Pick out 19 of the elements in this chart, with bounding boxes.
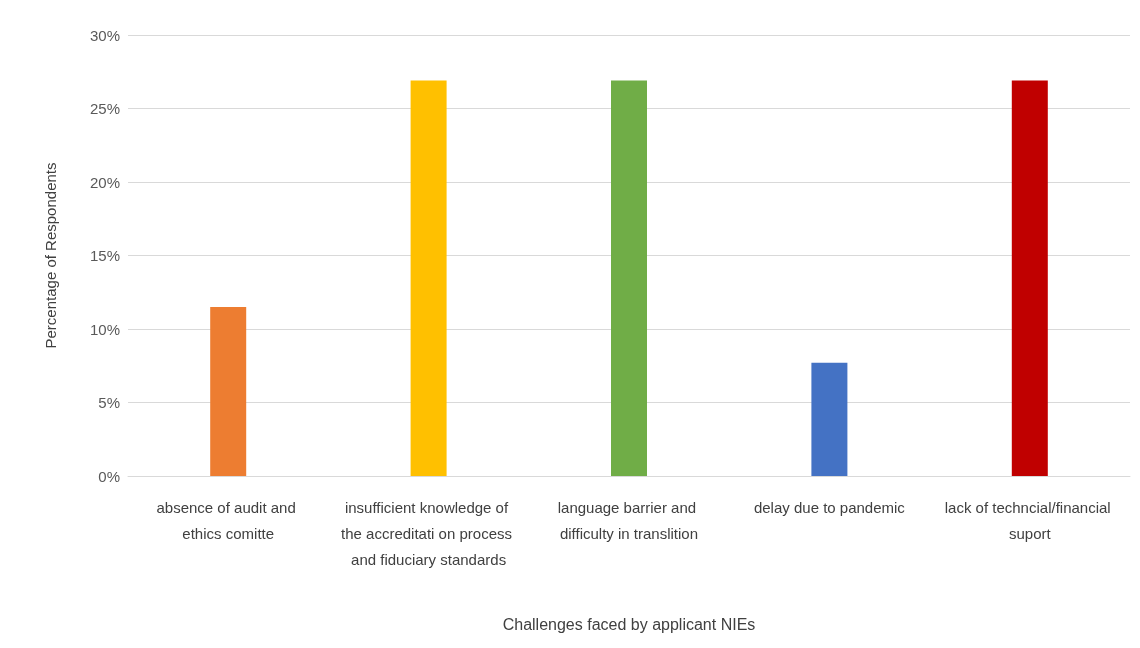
bar [1011,80,1048,476]
bar [410,80,447,476]
y-tick-label: 15% [89,247,120,264]
x-tick-label: delay due to pandemic [753,498,906,516]
x-tick-label: absence of audit and ethics comitte [156,498,300,542]
y-tick-label: 10% [89,320,120,338]
y-tick-label: 30% [89,26,120,44]
x-axis-title: Challenges faced by applicant NIEs [502,615,756,633]
bar [611,80,647,476]
bar [811,362,848,476]
y-axis-title: Percentage of Respondents [42,162,59,349]
y-tick-label: 5% [98,394,120,411]
y-tick-label: 20% [89,173,120,191]
bar [210,306,247,476]
y-tick-label: 0% [98,467,120,485]
x-tick-label: language barrier and difficulty in translition [557,498,701,542]
x-tick-label: insufficient knowledge of the accreditati on process and fiduciary standards [341,498,517,568]
x-tick-label: lack of techncial/financial suport [944,498,1115,542]
y-tick-label: 25% [89,100,120,117]
